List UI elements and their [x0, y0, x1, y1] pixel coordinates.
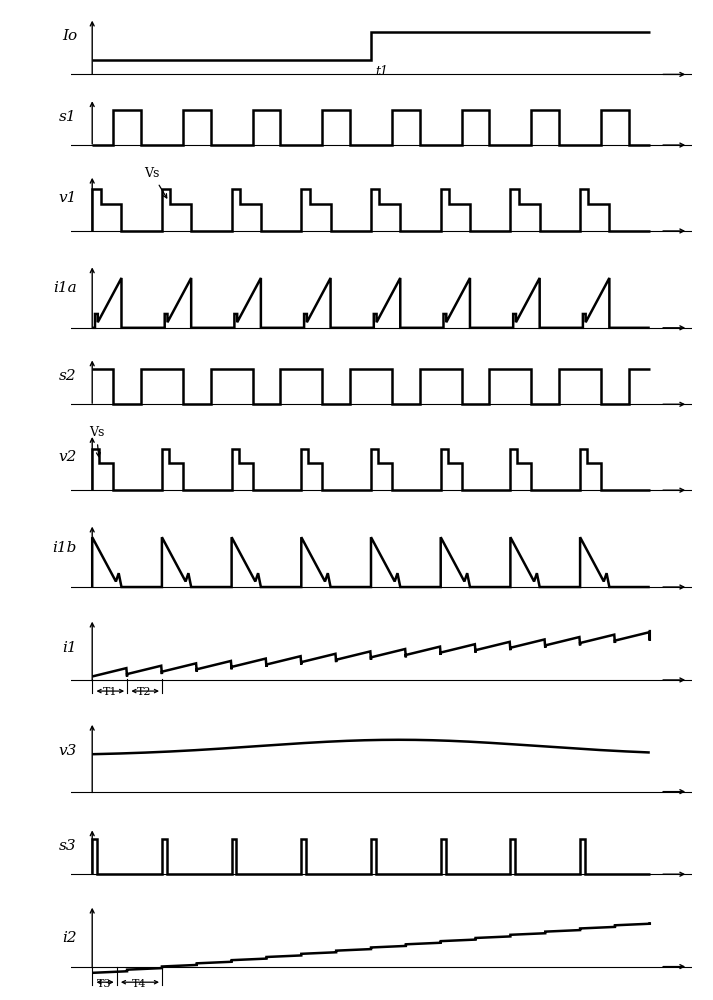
Text: T4: T4 [132, 979, 146, 989]
Text: s1: s1 [59, 110, 77, 124]
Text: Io: Io [62, 29, 77, 43]
Text: v2: v2 [58, 450, 77, 464]
Text: i1: i1 [62, 641, 77, 655]
Text: T3: T3 [97, 979, 112, 989]
Text: T2: T2 [137, 687, 152, 697]
Text: s2: s2 [59, 369, 77, 383]
Text: v1: v1 [58, 191, 77, 205]
Text: T1: T1 [103, 687, 117, 697]
Text: t1: t1 [376, 65, 389, 78]
Text: i2: i2 [62, 931, 77, 945]
Text: i1b: i1b [53, 541, 77, 555]
Text: Vs: Vs [88, 426, 104, 457]
Text: i1a: i1a [53, 281, 77, 295]
Text: v3: v3 [58, 744, 77, 758]
Text: s3: s3 [59, 839, 77, 853]
Text: Vs: Vs [145, 167, 167, 198]
